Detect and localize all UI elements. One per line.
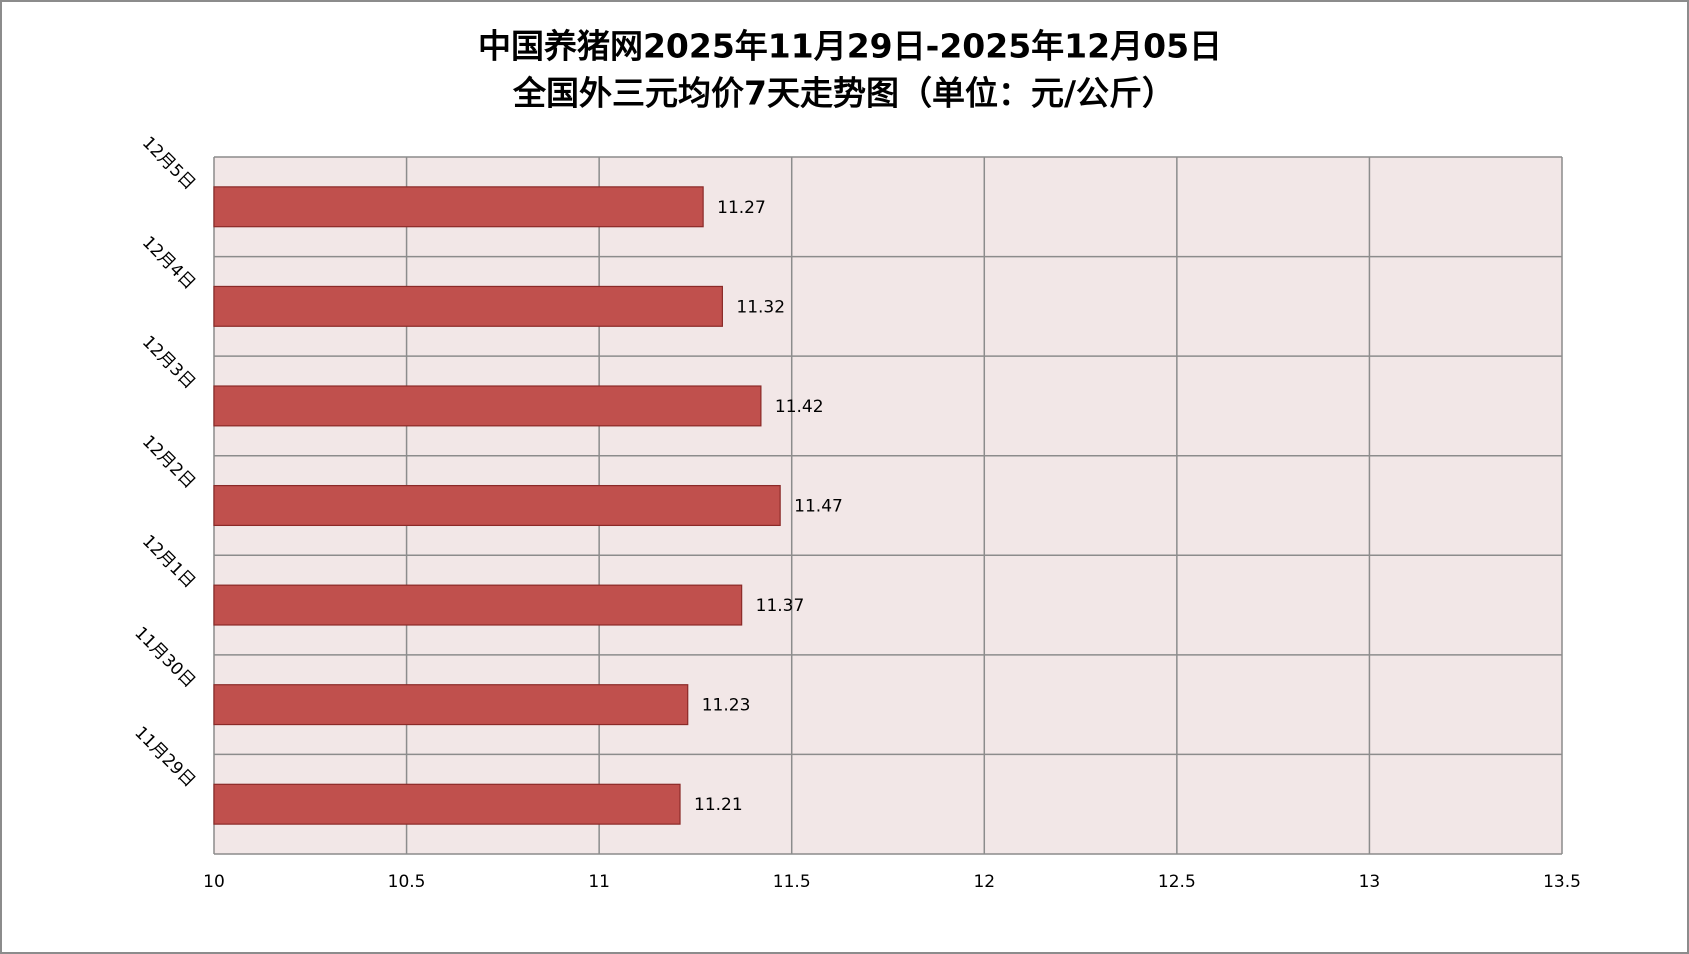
data-label: 11.21	[694, 795, 743, 815]
bar	[213, 285, 723, 327]
data-label: 11.37	[756, 596, 805, 616]
x-tick-label: 13.5	[1543, 872, 1581, 892]
data-label: 11.47	[794, 497, 843, 517]
bar	[213, 684, 689, 726]
x-tick-label: 11.5	[773, 872, 811, 892]
bar	[213, 186, 704, 228]
data-label: 11.32	[736, 297, 785, 317]
x-tick-label: 11	[588, 872, 610, 892]
bar	[213, 783, 681, 825]
bar	[213, 584, 743, 626]
x-tick-label: 13	[1359, 872, 1381, 892]
x-tick-label: 12.5	[1158, 872, 1196, 892]
data-label: 11.23	[702, 696, 751, 716]
x-tick-label: 10.5	[388, 872, 426, 892]
data-label: 11.27	[717, 198, 766, 218]
x-tick-label: 10	[203, 872, 225, 892]
chart-title: 中国养猪网2025年11月29日-2025年12月05日	[478, 27, 1222, 66]
bar	[213, 385, 762, 427]
x-tick-label: 12	[973, 872, 995, 892]
data-label: 11.42	[775, 397, 824, 417]
chart-subtitle: 全国外三元均价7天走势图（单位：元/公斤）	[512, 74, 1175, 113]
bar	[213, 484, 781, 527]
